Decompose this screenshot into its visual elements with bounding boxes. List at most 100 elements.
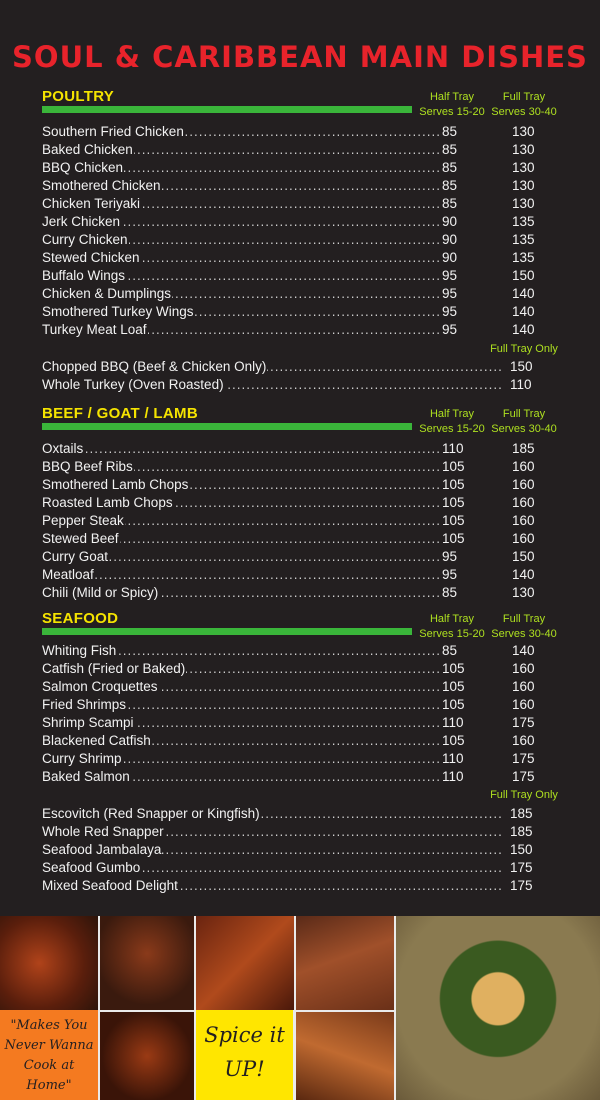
half-tray-price: 105 — [442, 733, 465, 748]
menu-item-row: ........................................… — [42, 123, 535, 141]
menu-item-row: ........................................… — [42, 566, 535, 584]
full-tray-price: 130 — [512, 160, 535, 175]
half-tray-price: 110 — [442, 751, 464, 766]
leader-dots: ........................................… — [42, 715, 442, 730]
ribs-closeup-photo — [100, 1012, 194, 1100]
menu-item-name: Chicken Teriyaki — [42, 196, 142, 211]
half-tray-price: 85 — [442, 142, 458, 157]
full-tray-price: 160 — [512, 459, 535, 474]
leader-dots: ........................................… — [42, 697, 442, 712]
menu-item-name: Southern Fried Chicken — [42, 124, 185, 139]
menu-item-name: BBQ Chicken — [42, 160, 125, 175]
full-tray-price: 140 — [512, 567, 535, 582]
menu-item-row: ........................................… — [42, 195, 535, 213]
menu-item-name: Escovitch (Red Snapper or Kingfish) — [42, 806, 261, 821]
half-tray-header: Half Tray Serves 15-20 — [419, 613, 485, 640]
menu-item-name-cell: ........................................… — [42, 530, 442, 548]
full-tray-price: 130 — [512, 585, 535, 600]
half-tray-price: 95 — [442, 322, 458, 337]
full-tray-price: 160 — [512, 733, 535, 748]
menu-item-name: Curry Chicken — [42, 232, 129, 247]
leader-dots: ........................................… — [42, 268, 442, 283]
menu-item-name-cell: ........................................… — [42, 195, 442, 213]
menu-item-name-cell: ........................................… — [42, 642, 442, 660]
menu-item-row: ........................................… — [42, 321, 535, 339]
half-tray-price: 85 — [442, 196, 458, 211]
menu-item-name-cell: ........................................… — [42, 141, 442, 159]
menu-item-name-cell: ........................................… — [42, 696, 442, 714]
full-tray-price: 110 — [510, 377, 532, 392]
menu-item-row: ........................................… — [42, 841, 535, 859]
menu-item-row: ........................................… — [42, 548, 535, 566]
menu-item-name-cell: ........................................… — [42, 231, 442, 249]
menu-item-name: Fried Shrimps — [42, 697, 128, 712]
menu-item-row: ........................................… — [42, 476, 535, 494]
menu-item-name-cell: ........................................… — [42, 321, 442, 339]
menu-item-name-cell: ........................................… — [42, 123, 442, 141]
full-tray-price: 160 — [512, 477, 535, 492]
menu-item-name: Blackened Catfish — [42, 733, 152, 748]
full-tray-price: 150 — [512, 549, 535, 564]
menu-item-row: ........................................… — [42, 584, 535, 602]
menu-item-row: ........................................… — [42, 141, 535, 159]
menu-item-name-cell: ........................................… — [42, 249, 442, 267]
full-tray-header: Full Tray Serves 30-40 — [491, 408, 557, 435]
menu-item-name-cell: ........................................… — [42, 440, 442, 458]
menu-item-row: ........................................… — [42, 231, 535, 249]
half-tray-price: 90 — [442, 214, 458, 229]
half-tray-price: 90 — [442, 232, 458, 247]
menu-item-row: ........................................… — [42, 732, 535, 750]
menu-item-row: ........................................… — [42, 213, 535, 231]
full-tray-price: 140 — [512, 304, 535, 319]
half-tray-price: 95 — [442, 304, 458, 319]
menu-item-name: Smothered Turkey Wings — [42, 304, 195, 319]
glazed-ribs-photo — [196, 916, 294, 1010]
full-tray-price: 130 — [512, 142, 535, 157]
menu-item-row: ........................................… — [42, 440, 535, 458]
leader-dots: ........................................… — [42, 643, 442, 658]
menu-item-row: ........................................… — [42, 642, 535, 660]
fried-fish-photo — [0, 916, 98, 1010]
menu-item-name: Chopped BBQ (Beef & Chicken Only) — [42, 359, 268, 374]
half-tray-price: 105 — [442, 513, 465, 528]
menu-item-name-cell: ........................................… — [42, 841, 504, 859]
menu-item-name: Whole Red Snapper — [42, 824, 165, 839]
half-tray-price: 95 — [442, 567, 458, 582]
half-tray-price: 85 — [442, 124, 458, 139]
menu-item-name: Turkey Meat Loaf — [42, 322, 148, 337]
menu-item-name: Buffalo Wings — [42, 268, 127, 283]
section-title: BEEF / GOAT / LAMB — [42, 405, 198, 422]
menu-item-name: Chicken & Dumplings — [42, 286, 173, 301]
half-tray-price: 95 — [442, 268, 458, 283]
menu-item-name: Pepper Steak — [42, 513, 125, 528]
section-header-seafood: SEAFOOD Half Tray Serves 15-20 Full Tray S… — [42, 610, 562, 654]
menu-item-row: ........................................… — [42, 805, 535, 823]
menu-item-name-cell: ........................................… — [42, 823, 504, 841]
full-tray-price: 160 — [512, 661, 535, 676]
leader-dots: ........................................… — [42, 751, 442, 766]
menu-item-name-cell: ........................................… — [42, 678, 442, 696]
full-tray-price: 150 — [510, 359, 533, 374]
full-tray-price: 150 — [512, 268, 535, 283]
full-tray-only-label: Full Tray Only — [490, 343, 558, 355]
half-tray-price: 105 — [442, 679, 465, 694]
half-tray-price: 105 — [442, 531, 465, 546]
menu-item-row: ........................................… — [42, 660, 535, 678]
leader-dots: ........................................… — [42, 250, 442, 265]
half-tray-price: 95 — [442, 549, 458, 564]
menu-item-name: Baked Salmon — [42, 769, 131, 784]
menu-item-name: Roasted Lamb Chops — [42, 495, 174, 510]
full-tray-price: 130 — [512, 196, 535, 211]
menu-item-name-cell: ........................................… — [42, 476, 442, 494]
menu-item-name: Baked Chicken — [42, 142, 134, 157]
leader-dots: ........................................… — [42, 232, 442, 247]
menu-item-row: ........................................… — [42, 376, 535, 394]
full-tray-price: 175 — [512, 769, 535, 784]
menu-item-row: ........................................… — [42, 458, 535, 476]
menu-item-name-cell: ........................................… — [42, 660, 442, 678]
section-header-poultry: POULTRY Half Tray Serves 15-20 Full Tray S… — [42, 88, 562, 132]
menu-item-name-cell: ........................................… — [42, 877, 504, 895]
menu-item-name: Mixed Seafood Delight — [42, 878, 179, 893]
half-tray-price: 95 — [442, 286, 458, 301]
full-tray-price: 160 — [512, 513, 535, 528]
